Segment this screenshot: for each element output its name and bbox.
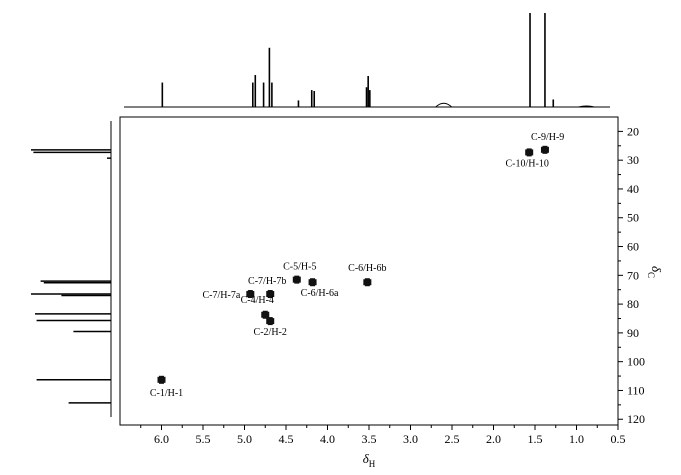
cross-peak-core: [262, 310, 268, 319]
x-axis: 6.0 5.5 5.0 4.5 4.0 3.5 3.0 2.5 2.0 1.5 1.0 0.5: [140, 425, 626, 446]
x-tick-label: 4.0: [320, 432, 335, 446]
cross-peak-core: [267, 290, 273, 299]
x-tick-label: 6.0: [154, 432, 169, 446]
y-tick-label: 70: [627, 268, 639, 282]
x-tick-label: 2.0: [486, 432, 501, 446]
x-tick-label: 3.5: [362, 432, 377, 446]
x-tick-label: 1.5: [528, 432, 543, 446]
x-axis-title: δH: [363, 451, 376, 469]
cross-peak-label: C-10/H-10: [506, 158, 549, 169]
y-tick-label: 110: [627, 383, 645, 397]
cross-peak-core: [310, 278, 316, 287]
cross-peak-label: C-7/H-7a: [203, 290, 241, 301]
cross-peak-label: C-7/H-7b: [248, 276, 286, 287]
cross-peak-core: [364, 278, 370, 287]
y-axis-title: δC: [646, 266, 664, 278]
cross-peak-core: [526, 148, 532, 157]
cross-peak-core: [159, 375, 164, 384]
x-tick-label: 5.5: [196, 432, 211, 446]
y-tick-label: 20: [627, 124, 639, 138]
cross-peak-label: C-5/H-5: [283, 262, 316, 273]
y-tick-label: 120: [627, 412, 645, 426]
x-tick-label: 5.0: [237, 432, 252, 446]
top-broad-peak: [435, 102, 453, 108]
x-tick-label: 4.5: [279, 432, 294, 446]
y-tick-label: 30: [627, 153, 639, 167]
cross-peak-core: [542, 145, 548, 154]
cross-peak-core: [294, 275, 300, 284]
cross-peak-label: C-4/H-4: [241, 295, 274, 306]
y-tick-label: 80: [627, 297, 639, 311]
cross-peak-label: C-1/H-1: [150, 388, 183, 399]
cross-peak-label: C-9/H-9: [531, 132, 564, 143]
cross-peak-label: C-6/H-6a: [301, 288, 339, 299]
top-broad-peak: [578, 105, 595, 108]
y-tick-label: 50: [627, 211, 639, 225]
x-tick-label: 0.5: [611, 432, 626, 446]
left-13c-projection: [31, 121, 112, 417]
cross-peak-core: [247, 290, 253, 299]
cross-peak-core: [267, 317, 273, 326]
y-axis: 20 30 40 50 60 70 80 90 100 110 120: [618, 124, 645, 426]
y-tick-label: 40: [627, 182, 639, 196]
y-tick-label: 100: [627, 355, 645, 369]
x-tick-label: 3.0: [403, 432, 418, 446]
x-tick-label: 1.0: [569, 432, 584, 446]
y-tick-label: 60: [627, 240, 639, 254]
x-tick-label: 2.5: [445, 432, 460, 446]
cross-peak-label: C-2/H-2: [254, 327, 287, 338]
y-tick-label: 90: [627, 326, 639, 340]
top-1h-projection: [124, 13, 610, 108]
cross-peaks: C-9/H-9 C-10/H-10 C-5/H-5 C-6/H-6a C-6/H-6b C…: [150, 132, 564, 399]
cross-peak-label: C-6/H-6b: [348, 263, 386, 274]
